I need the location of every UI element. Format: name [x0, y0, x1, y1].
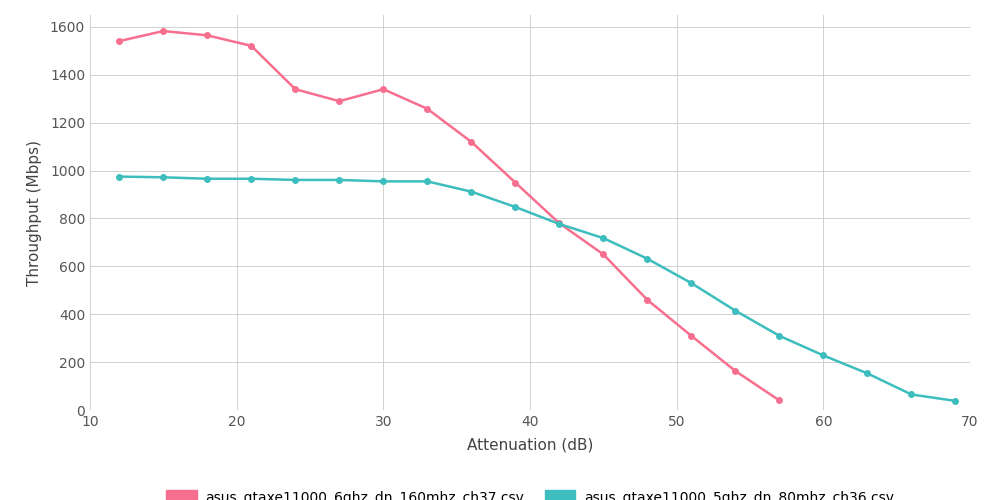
asus_gtaxe11000_6ghz_dn_160mhz_ch37.csv	[729, 368, 741, 374]
asus_gtaxe11000_5ghz_dn_80mhz_ch36.csv	[861, 370, 873, 376]
asus_gtaxe11000_6ghz_dn_160mhz_ch37.csv	[597, 252, 609, 258]
asus_gtaxe11000_6ghz_dn_160mhz_ch37.csv	[553, 220, 565, 226]
asus_gtaxe11000_6ghz_dn_160mhz_ch37.csv	[377, 86, 389, 92]
asus_gtaxe11000_5ghz_dn_80mhz_ch36.csv	[641, 256, 653, 262]
asus_gtaxe11000_5ghz_dn_80mhz_ch36.csv	[509, 204, 521, 210]
asus_gtaxe11000_5ghz_dn_80mhz_ch36.csv	[597, 235, 609, 241]
Line: asus_gtaxe11000_6ghz_dn_160mhz_ch37.csv: asus_gtaxe11000_6ghz_dn_160mhz_ch37.csv	[117, 28, 782, 403]
asus_gtaxe11000_6ghz_dn_160mhz_ch37.csv	[421, 106, 433, 112]
asus_gtaxe11000_5ghz_dn_80mhz_ch36.csv	[773, 333, 785, 339]
asus_gtaxe11000_6ghz_dn_160mhz_ch37.csv	[157, 28, 169, 34]
asus_gtaxe11000_6ghz_dn_160mhz_ch37.csv	[509, 180, 521, 186]
asus_gtaxe11000_5ghz_dn_80mhz_ch36.csv	[157, 174, 169, 180]
asus_gtaxe11000_5ghz_dn_80mhz_ch36.csv	[685, 280, 697, 286]
asus_gtaxe11000_5ghz_dn_80mhz_ch36.csv	[201, 176, 213, 182]
asus_gtaxe11000_6ghz_dn_160mhz_ch37.csv	[333, 98, 345, 104]
asus_gtaxe11000_5ghz_dn_80mhz_ch36.csv	[289, 177, 301, 183]
asus_gtaxe11000_6ghz_dn_160mhz_ch37.csv	[113, 38, 125, 44]
Y-axis label: Throughput (Mbps): Throughput (Mbps)	[27, 140, 42, 286]
asus_gtaxe11000_5ghz_dn_80mhz_ch36.csv	[421, 178, 433, 184]
asus_gtaxe11000_5ghz_dn_80mhz_ch36.csv	[729, 308, 741, 314]
asus_gtaxe11000_5ghz_dn_80mhz_ch36.csv	[905, 392, 917, 398]
X-axis label: Attenuation (dB): Attenuation (dB)	[467, 437, 593, 452]
asus_gtaxe11000_5ghz_dn_80mhz_ch36.csv	[333, 177, 345, 183]
asus_gtaxe11000_5ghz_dn_80mhz_ch36.csv	[377, 178, 389, 184]
asus_gtaxe11000_5ghz_dn_80mhz_ch36.csv	[817, 352, 829, 358]
asus_gtaxe11000_6ghz_dn_160mhz_ch37.csv	[685, 333, 697, 339]
asus_gtaxe11000_6ghz_dn_160mhz_ch37.csv	[201, 32, 213, 38]
asus_gtaxe11000_6ghz_dn_160mhz_ch37.csv	[641, 297, 653, 303]
asus_gtaxe11000_6ghz_dn_160mhz_ch37.csv	[465, 139, 477, 145]
Line: asus_gtaxe11000_5ghz_dn_80mhz_ch36.csv: asus_gtaxe11000_5ghz_dn_80mhz_ch36.csv	[117, 174, 958, 404]
asus_gtaxe11000_5ghz_dn_80mhz_ch36.csv	[113, 174, 125, 180]
asus_gtaxe11000_6ghz_dn_160mhz_ch37.csv	[289, 86, 301, 92]
asus_gtaxe11000_6ghz_dn_160mhz_ch37.csv	[773, 398, 785, 404]
asus_gtaxe11000_5ghz_dn_80mhz_ch36.csv	[553, 221, 565, 227]
asus_gtaxe11000_6ghz_dn_160mhz_ch37.csv	[245, 43, 257, 49]
Legend: asus_gtaxe11000_6ghz_dn_160mhz_ch37.csv, asus_gtaxe11000_5ghz_dn_80mhz_ch36.csv: asus_gtaxe11000_6ghz_dn_160mhz_ch37.csv,…	[161, 484, 899, 500]
asus_gtaxe11000_5ghz_dn_80mhz_ch36.csv	[949, 398, 961, 404]
asus_gtaxe11000_5ghz_dn_80mhz_ch36.csv	[465, 188, 477, 194]
asus_gtaxe11000_5ghz_dn_80mhz_ch36.csv	[245, 176, 257, 182]
